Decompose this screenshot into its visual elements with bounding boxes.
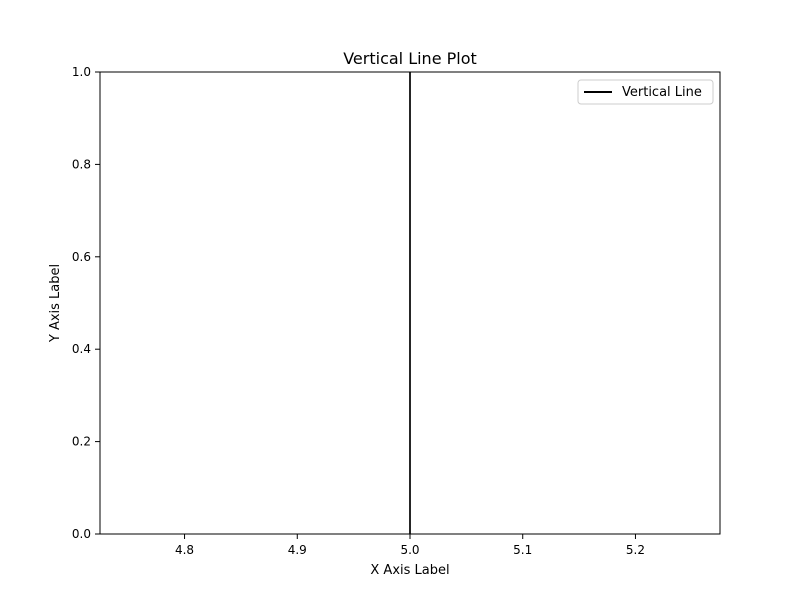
legend-box [577,79,714,105]
x-axis: 4.8 4.9 5.0 5.1 5.2 [175,534,645,557]
x-tick-label: 4.9 [288,543,307,557]
x-axis-label: X Axis Label [370,563,449,578]
legend: Vertical Line [577,79,714,105]
x-tick-label: 4.8 [175,543,194,557]
y-tick-label: 0.2 [72,435,91,449]
y-tick-label: 1.0 [72,65,91,79]
y-tick-label: 0.8 [72,157,91,171]
y-tick-label: 0.6 [72,250,91,264]
x-tick-label: 5.0 [400,543,419,557]
y-tick-label: 0.4 [72,342,91,356]
y-axis: 0.0 0.2 0.4 0.6 0.8 1.0 [72,65,100,541]
x-tick-label: 5.2 [626,543,645,557]
x-tick-label: 5.1 [513,543,532,557]
y-axis-label: Y Axis Label [48,264,63,343]
legend-label-vertical-line: Vertical Line [622,85,702,100]
chart-title: Vertical Line Plot [343,49,477,68]
y-tick-label: 0.0 [72,527,91,541]
